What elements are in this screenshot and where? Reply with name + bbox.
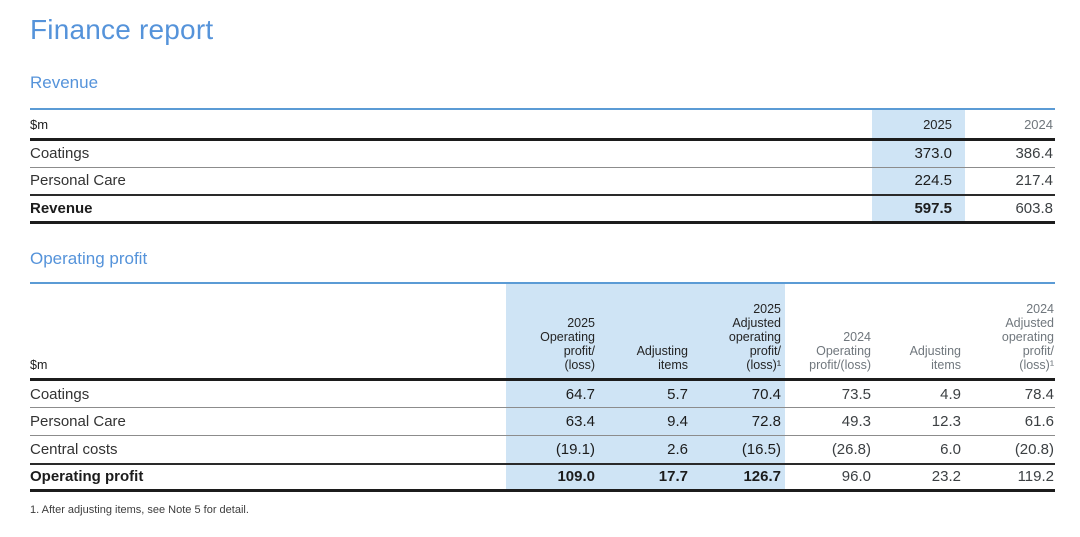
revenue-col-2024: 2024	[965, 108, 1055, 141]
row-label: Coatings	[30, 139, 872, 168]
total-label: Operating profit	[30, 462, 506, 492]
value: 12.3	[875, 407, 965, 436]
value-2025: 373.0	[872, 139, 965, 168]
table-row: Personal Care 63.4 9.4 72.8 49.3 12.3 61…	[30, 407, 1055, 436]
value: 73.5	[785, 379, 875, 408]
value: 9.4	[599, 407, 692, 436]
col-2025-operating-profit: 2025 Operating profit/ (loss)	[506, 281, 599, 381]
total-value-2025: 597.5	[872, 194, 965, 224]
operating-profit-table: $m 2025 Operating profit/ (loss) Adjusti…	[30, 281, 1055, 492]
revenue-unit-label: $m	[30, 108, 872, 141]
total-value-2024: 603.8	[965, 194, 1055, 224]
value: 4.9	[875, 379, 965, 408]
col-2024-adjusting-items: Adjusting items	[875, 281, 965, 381]
value: (16.5)	[692, 435, 785, 464]
value: 78.4	[965, 379, 1055, 408]
table-row: Coatings 373.0 386.4	[30, 139, 1055, 168]
value: (19.1)	[506, 435, 599, 464]
total-value: 126.7	[692, 462, 785, 492]
value: 49.3	[785, 407, 875, 436]
value: 63.4	[506, 407, 599, 436]
operating-total-row: Operating profit 109.0 17.7 126.7 96.0 2…	[30, 462, 1055, 492]
value: 5.7	[599, 379, 692, 408]
value-2024: 386.4	[965, 139, 1055, 168]
row-label: Personal Care	[30, 167, 872, 196]
row-label: Personal Care	[30, 407, 506, 436]
row-label: Coatings	[30, 379, 506, 408]
value: (20.8)	[965, 435, 1055, 464]
value-2024: 217.4	[965, 167, 1055, 196]
value: 2.6	[599, 435, 692, 464]
col-2025-adjusting-items: Adjusting items	[599, 281, 692, 381]
operating-unit-label: $m	[30, 281, 506, 381]
total-value: 119.2	[965, 462, 1055, 492]
total-label: Revenue	[30, 194, 872, 224]
total-value: 109.0	[506, 462, 599, 492]
col-2024-operating-profit: 2024 Operating profit/(loss)	[785, 281, 875, 381]
value: 61.6	[965, 407, 1055, 436]
section-title-operating-profit: Operating profit	[30, 248, 148, 268]
col-2025-adjusted-operating-profit: 2025 Adjusted operating profit/ (loss)¹	[692, 281, 785, 381]
page-title: Finance report	[30, 14, 214, 45]
table-row: Personal Care 224.5 217.4	[30, 167, 1055, 196]
col-2024-adjusted-operating-profit: 2024 Adjusted operating profit/ (loss)¹	[965, 281, 1055, 381]
footnote: 1. After adjusting items, see Note 5 for…	[30, 504, 249, 516]
row-label: Central costs	[30, 435, 506, 464]
operating-header-row: $m 2025 Operating profit/ (loss) Adjusti…	[30, 281, 1055, 381]
revenue-table: $m 2025 2024 Coatings 373.0 386.4 Person…	[30, 108, 1055, 224]
section-title-revenue: Revenue	[30, 73, 99, 92]
value: (26.8)	[785, 435, 875, 464]
value: 72.8	[692, 407, 785, 436]
revenue-total-row: Revenue 597.5 603.8	[30, 194, 1055, 224]
value: 64.7	[506, 379, 599, 408]
revenue-col-2025: 2025	[872, 108, 965, 141]
table-row: Coatings 64.7 5.7 70.4 73.5 4.9 78.4	[30, 379, 1055, 408]
total-value: 23.2	[875, 462, 965, 492]
value: 70.4	[692, 379, 785, 408]
finance-report-page: Finance report Revenue $m 2025 2024 Coat…	[30, 14, 1055, 516]
total-value: 17.7	[599, 462, 692, 492]
total-value: 96.0	[785, 462, 875, 492]
table-row: Central costs (19.1) 2.6 (16.5) (26.8) 6…	[30, 435, 1055, 464]
revenue-header-row: $m 2025 2024	[30, 108, 1055, 141]
value: 6.0	[875, 435, 965, 464]
value-2025: 224.5	[872, 167, 965, 196]
